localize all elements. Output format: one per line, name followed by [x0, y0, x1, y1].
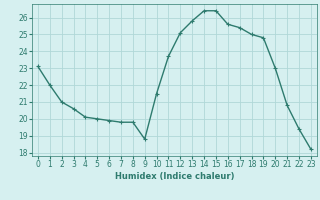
X-axis label: Humidex (Indice chaleur): Humidex (Indice chaleur)	[115, 172, 234, 181]
